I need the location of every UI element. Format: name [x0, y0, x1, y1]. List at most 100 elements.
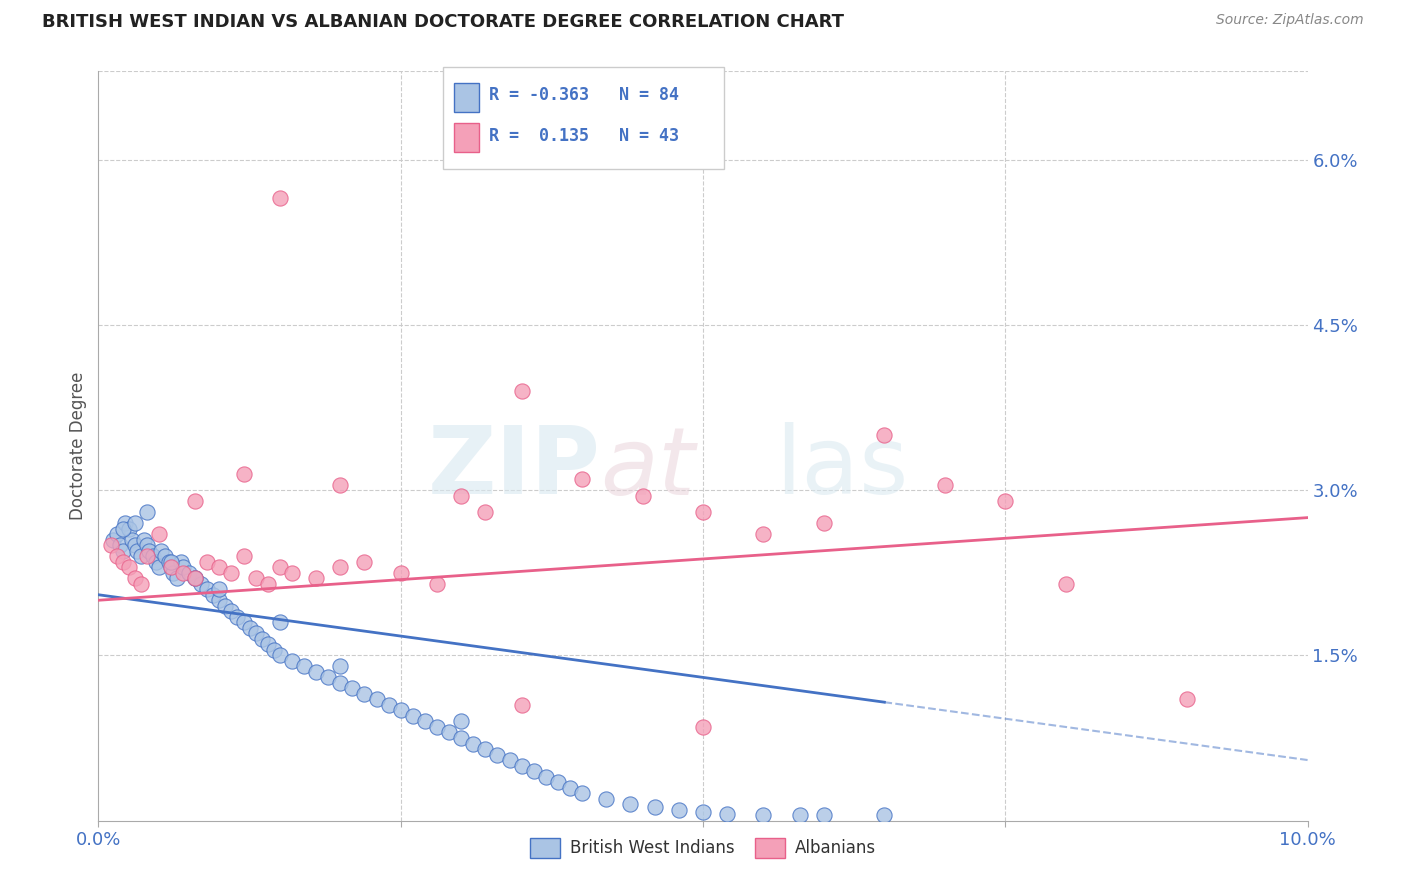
Point — [162, 566, 184, 580]
Point — [571, 786, 593, 800]
Point — [644, 800, 666, 814]
Point — [426, 576, 449, 591]
Point — [138, 543, 160, 558]
Point — [184, 571, 207, 585]
Point — [118, 560, 141, 574]
Point — [692, 505, 714, 519]
Point — [226, 609, 249, 624]
Point — [402, 709, 425, 723]
Point — [571, 472, 593, 486]
Point — [316, 670, 339, 684]
Point — [208, 560, 231, 574]
Point — [329, 477, 352, 491]
Point — [523, 764, 546, 778]
Point — [437, 725, 460, 739]
Point — [100, 538, 122, 552]
Point — [486, 747, 509, 762]
Point — [127, 543, 149, 558]
Point — [692, 720, 714, 734]
Point — [281, 566, 304, 580]
Point — [118, 522, 141, 536]
Point — [232, 467, 254, 481]
Text: BRITISH WEST INDIAN VS ALBANIAN DOCTORATE DEGREE CORRELATION CHART: BRITISH WEST INDIAN VS ALBANIAN DOCTORAT… — [42, 13, 844, 31]
Text: at: at — [600, 423, 695, 514]
Point — [208, 582, 231, 597]
Point — [124, 516, 146, 530]
Point — [353, 555, 375, 569]
Point — [135, 549, 157, 564]
Point — [135, 505, 157, 519]
Point — [166, 571, 188, 585]
Point — [195, 582, 218, 597]
Point — [558, 780, 581, 795]
Point — [239, 621, 262, 635]
Point — [269, 648, 291, 663]
Point — [142, 549, 165, 564]
Point — [342, 681, 364, 696]
Point — [510, 758, 533, 772]
Point — [111, 522, 134, 536]
Point — [263, 643, 285, 657]
Point — [184, 494, 207, 508]
Point — [148, 527, 170, 541]
Point — [150, 543, 173, 558]
Point — [105, 527, 128, 541]
Point — [292, 659, 315, 673]
Point — [994, 494, 1017, 508]
Text: ZIP: ZIP — [427, 423, 600, 515]
Point — [873, 808, 896, 822]
Point — [157, 555, 180, 569]
Point — [111, 555, 134, 569]
Point — [121, 533, 143, 547]
Point — [450, 489, 472, 503]
Point — [145, 555, 167, 569]
Point — [752, 527, 775, 541]
Point — [389, 703, 412, 717]
Point — [366, 692, 388, 706]
Point — [232, 615, 254, 630]
Point — [426, 720, 449, 734]
Point — [129, 549, 152, 564]
Point — [245, 571, 267, 585]
Point — [510, 698, 533, 712]
Point — [463, 737, 485, 751]
Point — [329, 659, 352, 673]
Point — [256, 637, 278, 651]
Text: R =  0.135   N = 43: R = 0.135 N = 43 — [489, 127, 679, 145]
Point — [450, 731, 472, 745]
Point — [281, 654, 304, 668]
Point — [450, 714, 472, 729]
Point — [108, 538, 131, 552]
Point — [214, 599, 236, 613]
Point — [160, 560, 183, 574]
Point — [134, 533, 156, 547]
Point — [789, 808, 811, 822]
Point — [716, 807, 738, 822]
Point — [329, 676, 352, 690]
Point — [208, 593, 231, 607]
Point — [179, 566, 201, 580]
Point — [510, 384, 533, 398]
Point — [269, 191, 291, 205]
Point — [172, 560, 194, 574]
Point — [221, 604, 243, 618]
Point — [221, 566, 243, 580]
Point — [153, 549, 176, 564]
Point — [160, 560, 183, 574]
Point — [172, 566, 194, 580]
Point — [184, 571, 207, 585]
Point — [269, 615, 291, 630]
Y-axis label: Doctorate Degree: Doctorate Degree — [69, 372, 87, 520]
Point — [245, 626, 267, 640]
Point — [389, 566, 412, 580]
Point — [114, 516, 136, 530]
Text: R = -0.363   N = 84: R = -0.363 N = 84 — [489, 86, 679, 103]
Point — [160, 555, 183, 569]
Point — [413, 714, 436, 729]
Point — [813, 516, 835, 530]
Point — [269, 560, 291, 574]
Text: Source: ZipAtlas.com: Source: ZipAtlas.com — [1216, 13, 1364, 28]
Point — [305, 665, 328, 679]
Legend: British West Indians, Albanians: British West Indians, Albanians — [523, 831, 883, 864]
Point — [124, 571, 146, 585]
